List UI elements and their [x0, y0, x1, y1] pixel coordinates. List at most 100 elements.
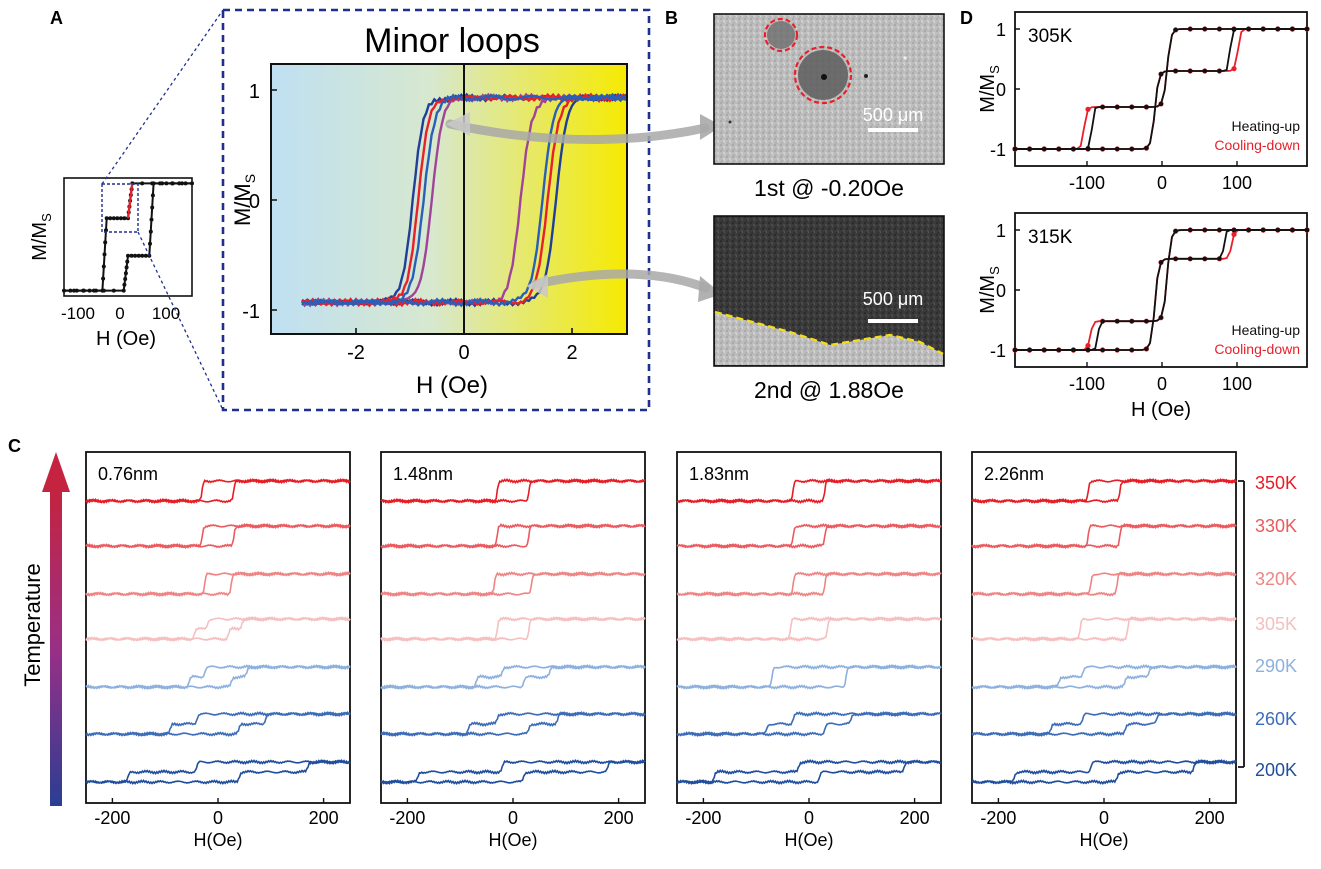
x-axis-label: H(Oe) — [785, 830, 834, 850]
temperature-label: 305K — [1028, 26, 1073, 47]
heating-data-point — [1188, 257, 1192, 261]
heating-data-point — [1173, 28, 1177, 32]
x-axis-label: H(Oe) — [194, 830, 243, 850]
x-tick-label: -200 — [389, 808, 425, 828]
heating-data-point — [1305, 228, 1309, 232]
heating-data-point — [1276, 27, 1280, 31]
panel-label-d: D — [960, 8, 973, 28]
inset-data-point — [102, 289, 106, 293]
inset-data-point — [140, 254, 144, 258]
inset-data-point — [125, 260, 129, 264]
panel-c: Temperature -200 0 200 H(Oe) 0.76nm -200 0 200 H… — [20, 452, 1297, 850]
heating-data-point — [1217, 228, 1221, 232]
thickness-label: 1.48nm — [393, 464, 453, 484]
inset-data-point — [103, 252, 107, 256]
x-tick-label: 200 — [900, 808, 930, 828]
inset-data-point — [126, 254, 130, 258]
plot-frame — [972, 452, 1236, 803]
defect-speck — [821, 74, 827, 80]
temperature-labels: 350K330K320K305K290K260K200K — [1255, 473, 1297, 780]
thickness-label: 0.76nm — [98, 464, 158, 484]
inset-data-point — [150, 218, 154, 222]
heating-data-point — [1173, 229, 1177, 233]
inset-data-point — [102, 265, 106, 269]
inset-data-point — [140, 181, 144, 185]
heating-data-point — [1100, 147, 1104, 151]
heating-data-point — [1144, 146, 1148, 150]
cooling-data-point — [1231, 66, 1236, 71]
inset-data-point — [148, 242, 152, 246]
heating-data-point — [1203, 69, 1207, 73]
temperature-arrow-shaft — [50, 490, 62, 806]
legend-cooling: Cooling-down — [1214, 341, 1300, 357]
inset-data-point — [190, 181, 194, 185]
legend-cooling: Cooling-down — [1214, 137, 1300, 153]
panel-c-plots: -200 0 200H(Oe)0.76nm-200 0 200H(Oe)1.48nm-2… — [86, 452, 1236, 850]
inset-data-point — [82, 289, 86, 293]
inset-xtick: 0 — [115, 304, 124, 323]
heating-data-point — [1130, 147, 1134, 151]
d-xtick: -100 — [1069, 173, 1105, 193]
temperature-label: 305K — [1255, 614, 1297, 634]
x-axis-label: H(Oe) — [489, 830, 538, 850]
inset-data-point — [112, 289, 116, 293]
heating-data-point — [1057, 348, 1061, 352]
defect-speck — [864, 74, 868, 78]
heating-data-point — [1042, 147, 1046, 151]
panel-d-plot-315k: 315K Heating-up Cooling-down 1 0 -1 -100… — [977, 213, 1310, 394]
nucleated-domain — [767, 21, 795, 49]
scalebar-label: 500 μm — [863, 105, 923, 125]
minor-xlabel: H (Oe) — [416, 372, 488, 399]
heating-data-point — [1188, 27, 1192, 31]
heating-data-point — [1027, 147, 1031, 151]
x-tick-label: 200 — [604, 808, 634, 828]
panel-c-plot-0: -200 0 200 H(Oe) 0.76nm — [86, 452, 350, 850]
heating-data-point — [1159, 72, 1163, 76]
minor-xtick: 2 — [566, 342, 577, 364]
panel-label-c: C — [8, 436, 21, 456]
heating-data-point — [1042, 348, 1046, 352]
panel-label-a: A — [50, 8, 63, 28]
temperature-label: 200K — [1255, 760, 1297, 780]
x-tick-label: 200 — [309, 808, 339, 828]
x-tick-label: 0 — [1099, 808, 1109, 828]
inset-data-point — [177, 181, 181, 185]
panel-a-minor-loops: Minor loops 1 0 -1 -2 0 2 H (Oe) M/MS — [223, 10, 722, 410]
legend-heating: Heating-up — [1232, 322, 1301, 338]
heating-data-point — [1027, 348, 1031, 352]
cooling-data-point — [1085, 107, 1090, 112]
heating-data-point — [1115, 348, 1119, 352]
inset-data-point — [125, 265, 129, 269]
inset-data-point — [108, 216, 112, 220]
panel-d: 305K Heating-up Cooling-down 1 0 -1 -100… — [977, 12, 1310, 421]
inset-data-point — [124, 271, 128, 275]
inset-data-point — [112, 216, 116, 220]
inset-data-point — [171, 181, 175, 185]
heating-data-point — [1203, 27, 1207, 31]
d-ytick: 1 — [996, 20, 1006, 40]
minor-ylabel: M/MS — [230, 174, 258, 226]
scalebar — [868, 319, 918, 323]
heating-data-point — [1071, 348, 1075, 352]
d-xtick: 100 — [1222, 374, 1252, 394]
x-tick-label: 200 — [1195, 808, 1225, 828]
heating-data-point — [1232, 27, 1236, 31]
zoom-connector — [102, 10, 223, 184]
heating-data-point — [1057, 147, 1061, 151]
inset-ylabel: M/MS — [29, 213, 54, 261]
inset-data-point — [144, 254, 148, 258]
minor-ytick: 1 — [249, 81, 260, 103]
panel-c-plot-1: -200 0 200 H(Oe) 1.48nm — [381, 452, 645, 850]
panel-c-plot-2: -200 0 200 H(Oe) 1.83nm — [677, 452, 941, 850]
heating-data-point — [1086, 348, 1090, 352]
d-xtick: 0 — [1157, 173, 1167, 193]
heating-data-point — [1115, 105, 1119, 109]
heating-data-point — [1290, 27, 1294, 31]
inset-data-point — [123, 277, 127, 281]
panel-b: 500 μm 1st @ -0.20Oe 500 μm 2nd @ 1.88Oe — [714, 14, 944, 403]
inset-data-point — [130, 254, 134, 258]
plot-frame — [381, 452, 645, 803]
inset-frame — [64, 178, 192, 296]
x-tick-label: -200 — [685, 808, 721, 828]
